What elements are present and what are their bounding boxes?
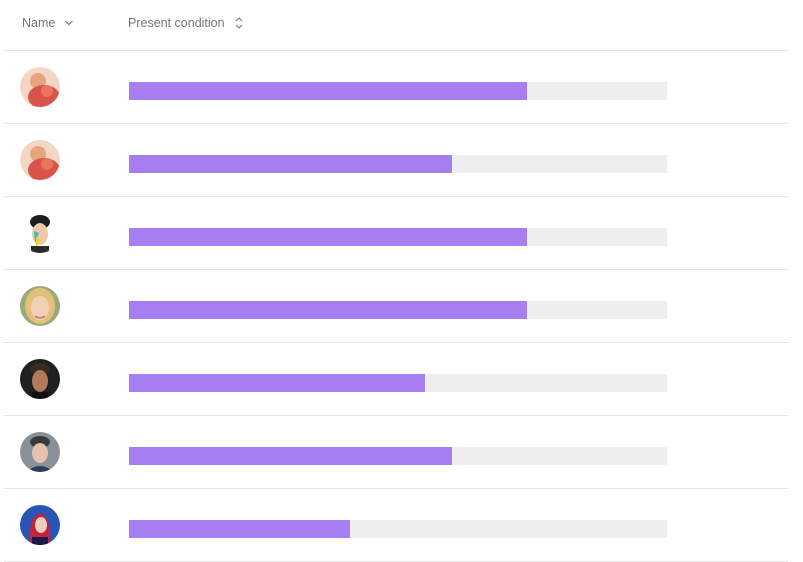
- table-row[interactable]: [4, 416, 788, 489]
- table-row[interactable]: [4, 343, 788, 416]
- condition-bar-fill: [129, 447, 452, 465]
- avatar-icon[interactable]: [20, 359, 60, 399]
- condition-bar-track: [129, 520, 667, 538]
- avatar-icon[interactable]: [20, 286, 60, 326]
- table-row[interactable]: [4, 270, 788, 343]
- condition-bar-track: [129, 155, 667, 173]
- sort-icon[interactable]: [234, 16, 244, 30]
- table-row[interactable]: [4, 489, 788, 562]
- table-row[interactable]: [4, 51, 788, 124]
- condition-bar-fill: [129, 374, 425, 392]
- condition-bar-track: [129, 301, 667, 319]
- table-row[interactable]: [4, 197, 788, 270]
- present-condition-column-label: Present condition: [128, 16, 225, 30]
- present-condition-column-header[interactable]: Present condition: [128, 16, 244, 30]
- condition-bar-fill: [129, 155, 452, 173]
- avatar-icon[interactable]: [20, 432, 60, 472]
- table-row[interactable]: [4, 124, 788, 197]
- chevron-down-icon[interactable]: [64, 16, 74, 30]
- condition-bar-track: [129, 447, 667, 465]
- condition-bar-fill: [129, 82, 528, 100]
- name-column-label: Name: [22, 16, 56, 30]
- condition-bar-track: [129, 82, 667, 100]
- table-header: Name Present condition: [4, 0, 788, 51]
- condition-bar-fill: [129, 228, 528, 246]
- avatar-icon[interactable]: [20, 505, 60, 545]
- data-table: Name Present condition: [4, 0, 788, 562]
- condition-bar-track: [129, 228, 667, 246]
- condition-bar-fill: [129, 301, 528, 319]
- avatar-icon[interactable]: [20, 140, 60, 180]
- name-column-header[interactable]: Name: [22, 16, 74, 30]
- condition-bar-track: [129, 374, 667, 392]
- avatar-icon[interactable]: [20, 67, 60, 107]
- avatar-icon[interactable]: [20, 213, 60, 253]
- condition-bar-fill: [129, 520, 350, 538]
